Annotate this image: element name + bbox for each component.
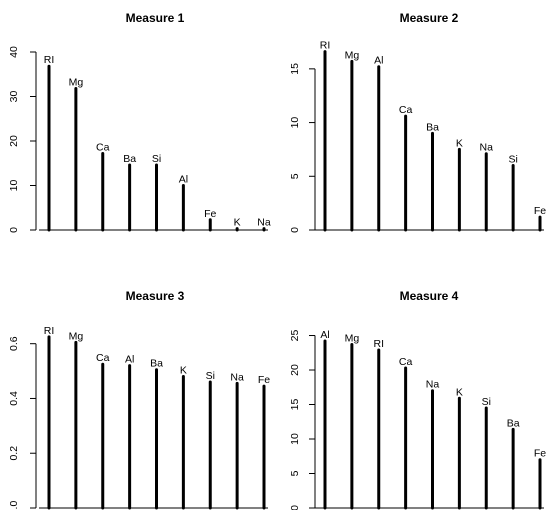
bar-label: K	[180, 365, 187, 377]
bar-label: Al	[125, 354, 134, 366]
panel-title: Measure 3	[126, 289, 185, 303]
bar-label: K	[456, 386, 463, 398]
bar-label: Ba	[426, 121, 439, 133]
bar-label: Al	[320, 329, 329, 341]
y-tick-label: 0	[289, 505, 301, 510]
bar-label: RI	[320, 40, 331, 52]
bar-label: Mg	[69, 330, 84, 342]
bar-label: Fe	[534, 448, 546, 460]
panel-title: Measure 2	[400, 11, 459, 25]
y-tick-label: 0	[289, 227, 301, 233]
y-tick-label: 15	[289, 63, 301, 75]
y-tick-label: 20	[289, 364, 301, 376]
y-tick-label: 10	[289, 433, 301, 445]
bar-label: K	[234, 217, 241, 229]
bar-label: Al	[179, 174, 188, 186]
bar-label: Na	[426, 379, 440, 391]
bar-label: RI	[374, 338, 385, 350]
bar-label: Na	[257, 217, 271, 229]
y-tick-label: 0.2	[8, 446, 20, 461]
panel-title: Measure 1	[126, 11, 185, 25]
y-tick-label: 15	[289, 399, 301, 411]
bar-label: Mg	[69, 76, 84, 88]
y-tick-label: 20	[8, 135, 20, 147]
y-tick-label: 0.6	[8, 336, 20, 351]
bar-label: Ca	[399, 104, 413, 116]
bar-label: Ca	[399, 356, 413, 368]
y-tick-label: 40	[8, 46, 20, 58]
y-tick-label: 0.4	[8, 391, 20, 406]
panel-title: Measure 4	[400, 289, 459, 303]
bar-label: Si	[152, 153, 161, 165]
bar-label: Si	[508, 154, 517, 166]
bar-label: K	[456, 137, 463, 149]
bar-label: Ba	[150, 358, 163, 370]
y-tick-label: 0.0	[8, 501, 20, 510]
bar-label: Mg	[345, 49, 360, 61]
bar-label: RI	[44, 54, 55, 66]
bar-label: Ca	[96, 141, 110, 153]
bar-label: Fe	[258, 374, 270, 386]
bar-label: Si	[206, 370, 215, 382]
bar-label: Ba	[123, 153, 136, 165]
y-tick-label: 5	[289, 173, 301, 179]
bar-label: Ba	[507, 417, 520, 429]
bar-label: Ca	[96, 352, 110, 364]
bar-label: Na	[230, 371, 244, 383]
bar-label: Na	[480, 142, 494, 154]
bar-label: Si	[482, 396, 491, 408]
y-tick-label: 10	[289, 117, 301, 129]
y-tick-label: 30	[8, 91, 20, 103]
y-tick-label: 0	[8, 227, 20, 233]
bar-label: Fe	[534, 205, 546, 217]
y-tick-label: 5	[289, 470, 301, 476]
y-tick-label: 25	[289, 330, 301, 342]
bar-label: Al	[374, 55, 383, 67]
bar-label: Mg	[345, 332, 360, 344]
bar-label: Fe	[204, 208, 216, 220]
bar-label: RI	[44, 325, 55, 337]
y-tick-label: 10	[8, 180, 20, 192]
